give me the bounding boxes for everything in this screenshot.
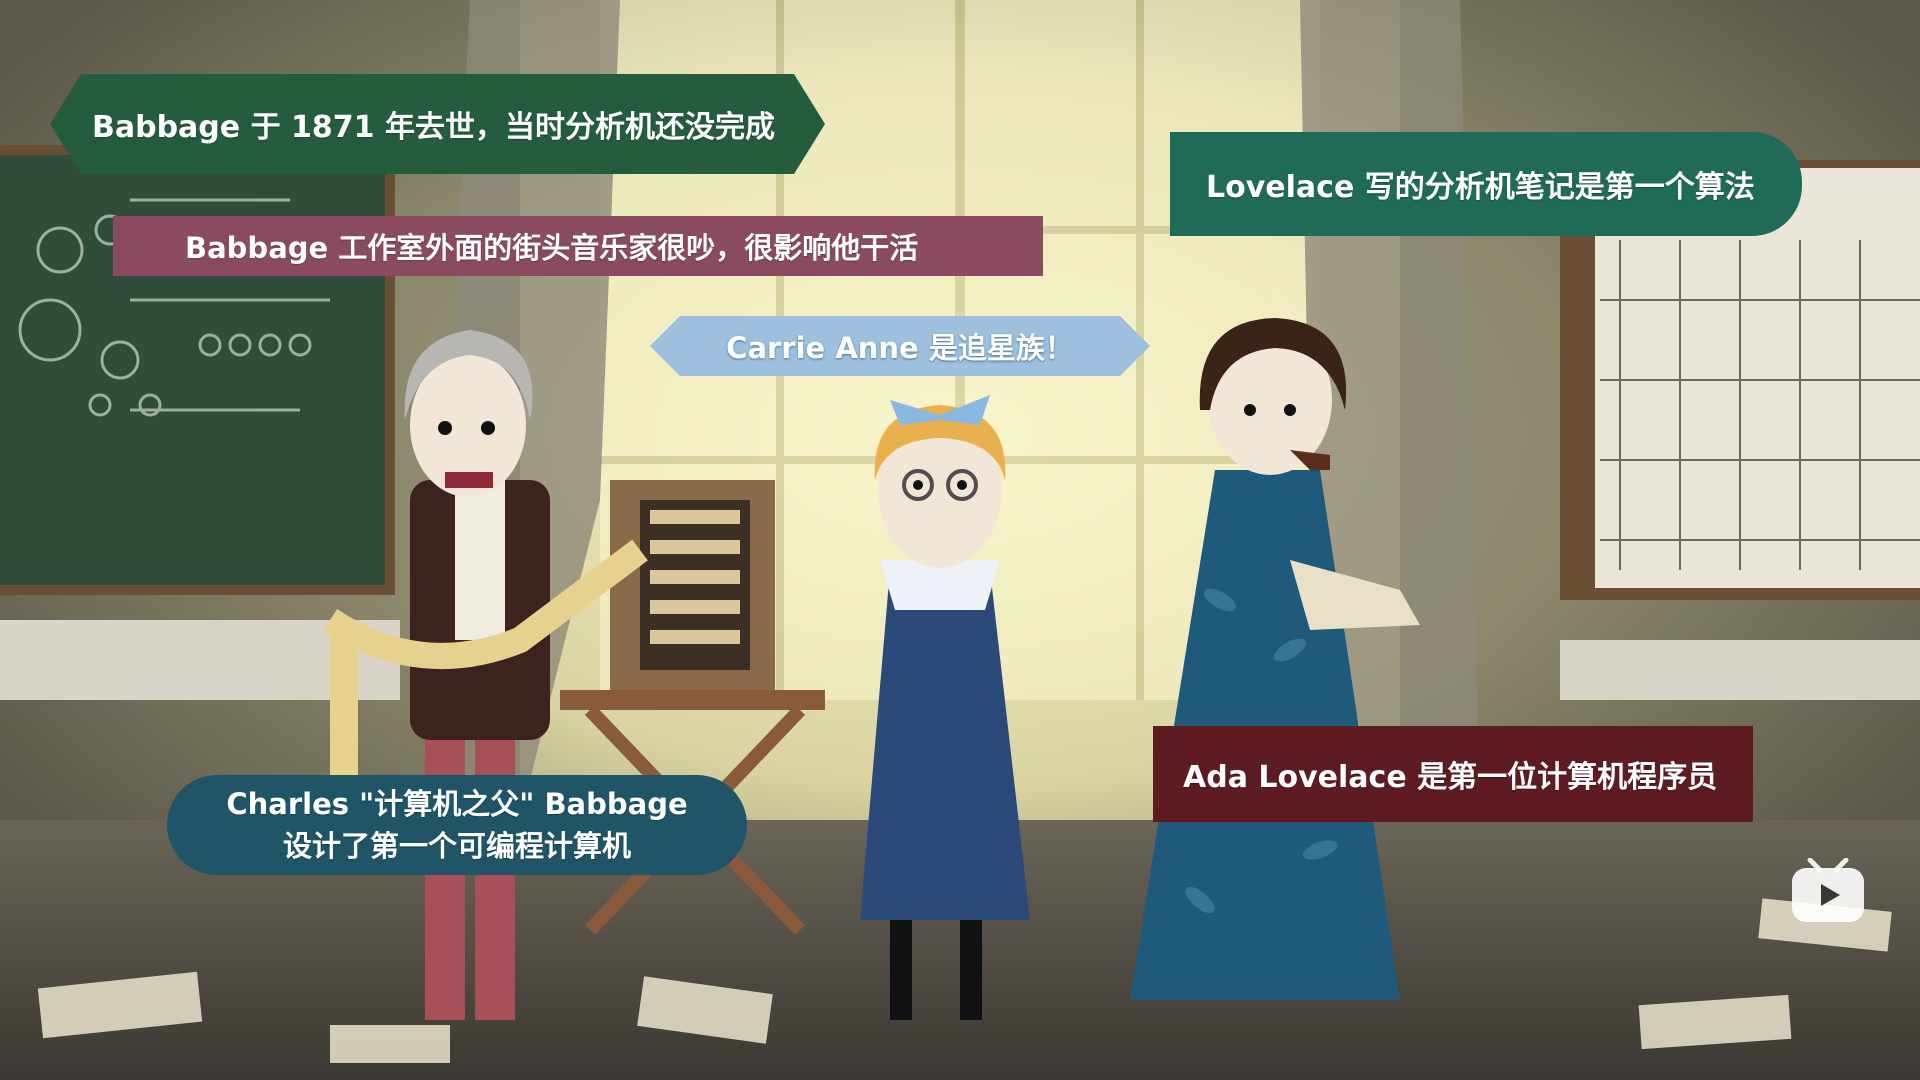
caption-charles-line-2: 设计了第一个可编程计算机 xyxy=(282,829,631,863)
caption-lovelace-notes-text: Lovelace 写的分析机笔记是第一个算法 xyxy=(1206,170,1755,205)
caption-ada-programmer: Ada Lovelace 是第一位计算机程序员 xyxy=(1153,726,1753,822)
caption-ada-programmer-text: Ada Lovelace 是第一位计算机程序员 xyxy=(1183,760,1718,795)
video-logo-icon xyxy=(1792,858,1864,922)
carrie-anne-character xyxy=(860,395,1030,1020)
table-poster xyxy=(1560,160,1920,600)
caption-charles-babbage: Charles "计算机之父" Babbage 设计了第一个可编程计算机 xyxy=(167,775,747,875)
caption-carrie-anne: Carrie Anne 是追星族！ xyxy=(650,316,1150,376)
caption-charles-line-1: Charles "计算机之父" Babbage xyxy=(226,787,688,821)
caption-carrie-anne-text: Carrie Anne 是追星族！ xyxy=(726,331,1074,365)
desk-right xyxy=(1560,640,1920,700)
babbage-character xyxy=(322,330,648,1020)
caption-street-musicians-text: Babbage 工作室外面的街头音乐家很吵，很影响他干活 xyxy=(185,231,919,265)
caption-babbage-death-text: Babbage 于 1871 年去世，当时分析机还没完成 xyxy=(92,110,775,145)
caption-babbage-death: Babbage 于 1871 年去世，当时分析机还没完成 xyxy=(50,74,825,174)
caption-street-musicians: Babbage 工作室外面的街头音乐家很吵，很影响他干活 xyxy=(113,216,1043,276)
caption-lovelace-notes: Lovelace 写的分析机笔记是第一个算法 xyxy=(1170,132,1802,236)
